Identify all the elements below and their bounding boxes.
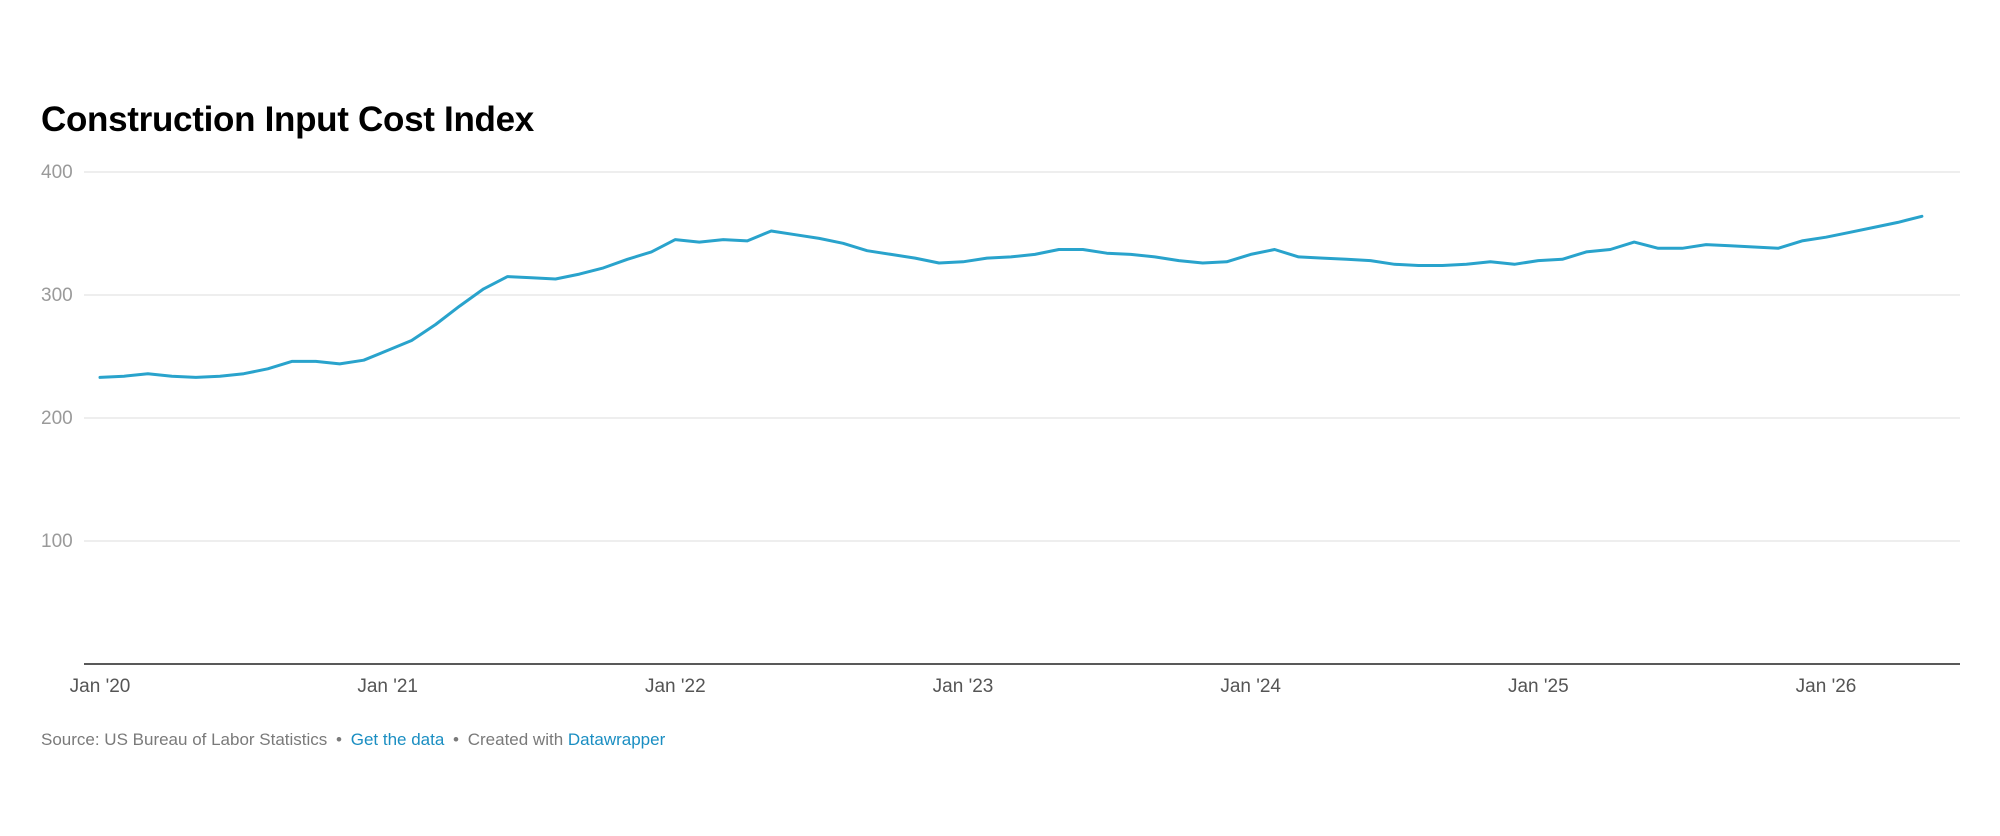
- x-tick-label: Jan '20: [70, 676, 131, 697]
- separator-dot: •: [336, 730, 342, 749]
- y-tick-label: 100: [41, 531, 73, 552]
- x-tick-label: Jan '21: [357, 676, 418, 697]
- y-axis-labels: 400 300 200 100: [41, 162, 73, 552]
- x-axis-labels: Jan '20 Jan '21 Jan '22 Jan '23 Jan '24 Jan '…: [70, 676, 1857, 697]
- get-the-data-link[interactable]: Get the data: [350, 730, 445, 749]
- y-tick-label: 400: [41, 162, 73, 183]
- series-line: [98, 214, 1924, 379]
- created-with-label: Created with: [467, 730, 564, 749]
- x-tick-label: Jan '26: [1796, 676, 1857, 697]
- x-tick-label: Jan '22: [645, 676, 706, 697]
- separator-dot: •: [453, 730, 459, 749]
- chart-title: Construction Input Cost Index: [41, 100, 534, 139]
- y-tick-label: 200: [41, 408, 73, 429]
- y-tick-label: 300: [41, 285, 73, 306]
- datawrapper-link[interactable]: Datawrapper: [567, 730, 666, 749]
- x-tick-label: Jan '25: [1508, 676, 1569, 697]
- gridlines: [84, 171, 1960, 542]
- x-tick-label: Jan '23: [933, 676, 994, 697]
- footer: Source: US Bureau of Labor Statistics • …: [41, 730, 665, 750]
- x-tick-label: Jan '24: [1220, 676, 1281, 697]
- source-note: Source: US Bureau of Labor Statistics: [41, 730, 328, 749]
